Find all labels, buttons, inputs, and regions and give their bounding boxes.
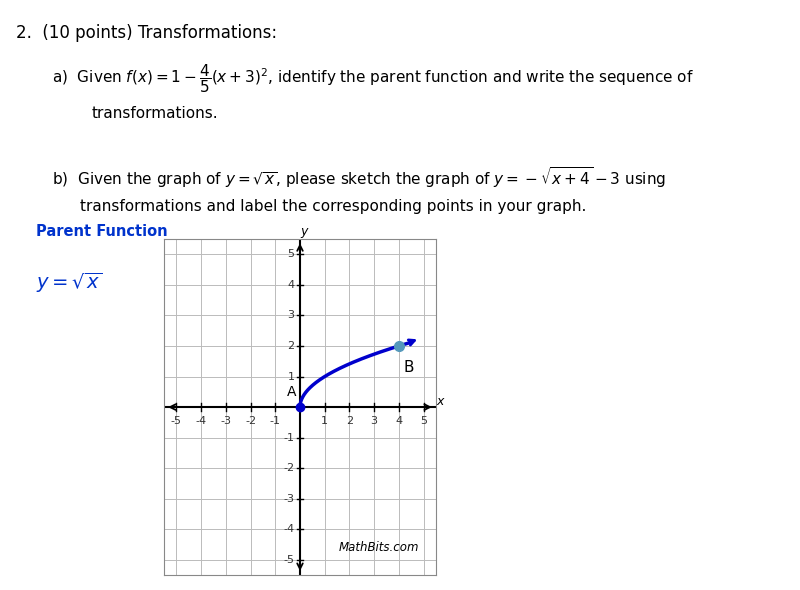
Text: 1: 1 — [287, 372, 294, 382]
Text: 5: 5 — [287, 249, 294, 259]
Text: 2: 2 — [287, 341, 294, 351]
Text: -1: -1 — [270, 416, 281, 425]
Text: $y$: $y$ — [299, 225, 310, 240]
Text: b)  Given the graph of $y=\sqrt{x}$, please sketch the graph of $y=-\sqrt{x+4}-3: b) Given the graph of $y=\sqrt{x}$, plea… — [52, 165, 666, 190]
Text: -4: -4 — [195, 416, 206, 425]
Text: -2: -2 — [283, 463, 294, 473]
Text: a)  Given $f(x)=1-\dfrac{4}{5}(x+3)^2$, identify the parent function and write t: a) Given $f(x)=1-\dfrac{4}{5}(x+3)^2$, i… — [52, 62, 694, 95]
Text: 3: 3 — [370, 416, 378, 425]
Text: -5: -5 — [171, 416, 182, 425]
Text: transformations and label the corresponding points in your graph.: transformations and label the correspond… — [80, 199, 586, 214]
Text: transformations.: transformations. — [92, 106, 218, 121]
Text: 2.  (10 points) Transformations:: 2. (10 points) Transformations: — [16, 24, 277, 42]
Text: $y=\sqrt{x}$: $y=\sqrt{x}$ — [36, 271, 102, 295]
Text: MathBits.com: MathBits.com — [339, 541, 419, 554]
Text: -2: -2 — [245, 416, 256, 425]
Text: 4: 4 — [395, 416, 402, 425]
Text: Parent Function: Parent Function — [36, 224, 168, 239]
Text: $x$: $x$ — [435, 395, 446, 408]
Text: 1: 1 — [322, 416, 328, 425]
Text: 5: 5 — [420, 416, 427, 425]
Text: -1: -1 — [283, 432, 294, 442]
Text: -3: -3 — [220, 416, 231, 425]
Text: -5: -5 — [283, 555, 294, 565]
Text: -3: -3 — [283, 494, 294, 504]
Text: 3: 3 — [287, 310, 294, 320]
Text: 2: 2 — [346, 416, 353, 425]
Text: -4: -4 — [283, 525, 294, 535]
Text: A: A — [286, 385, 296, 398]
Text: 4: 4 — [287, 280, 294, 290]
Text: B: B — [404, 360, 414, 375]
